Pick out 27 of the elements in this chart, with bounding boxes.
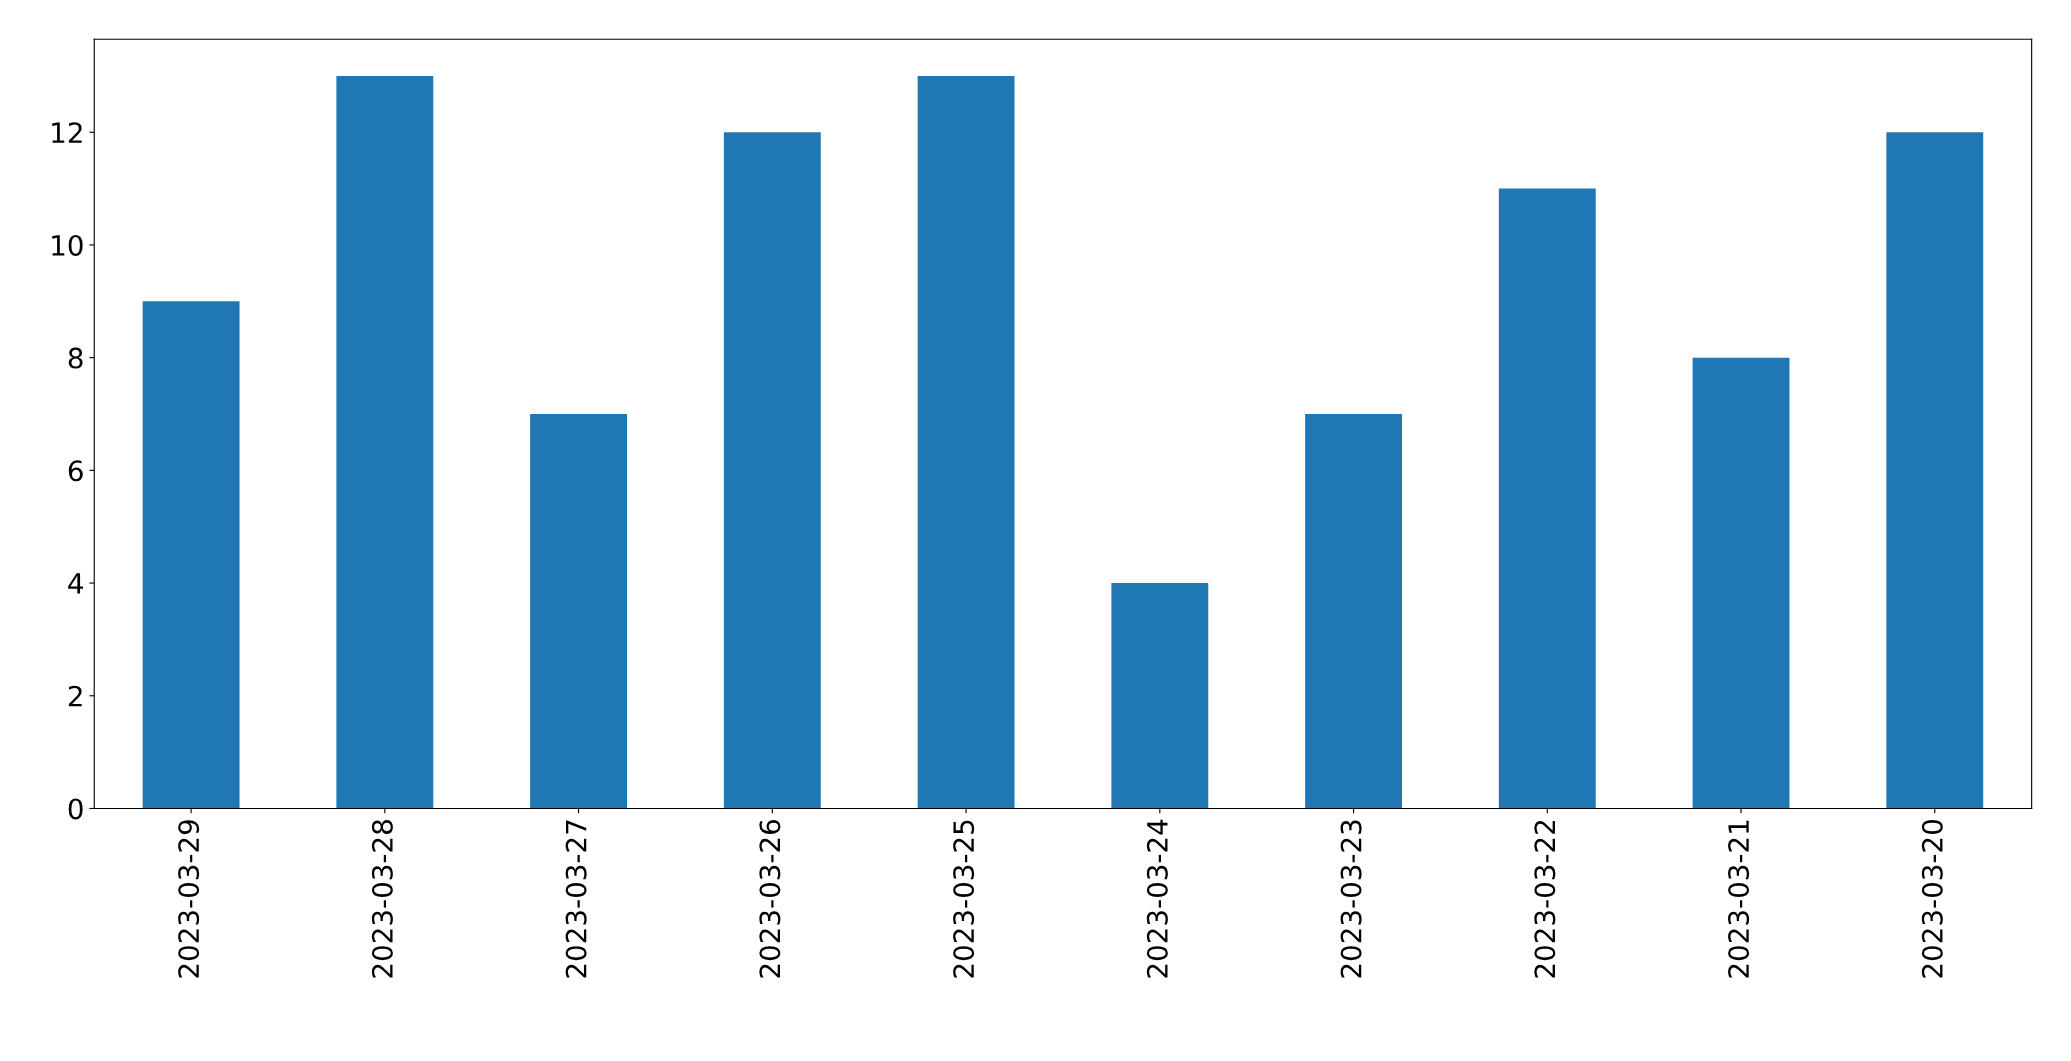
- bar: [1886, 132, 1984, 809]
- x-tick-label: 2023-03-26: [759, 819, 781, 978]
- bar: [1111, 583, 1209, 809]
- bar: [530, 414, 628, 809]
- y-tick-label: 0: [68, 798, 83, 820]
- bar: [723, 132, 821, 809]
- x-tick-label: 2023-03-25: [953, 820, 975, 978]
- y-tick-label: 2: [68, 685, 82, 707]
- y-tick-label: 10: [52, 234, 83, 256]
- x-tick-label: 2023-03-20: [1921, 820, 1943, 978]
- y-tick-label: 6: [68, 460, 83, 482]
- bar: [336, 75, 434, 809]
- bar: [142, 301, 240, 809]
- y-tick-label: 4: [68, 573, 83, 594]
- x-tick-label: 2023-03-22: [1534, 820, 1556, 978]
- x-tick-label: 2023-03-27: [565, 820, 587, 978]
- bar: [1305, 414, 1402, 809]
- x-tick-label: 2023-03-28: [371, 820, 393, 978]
- y-tick-label: 12: [52, 122, 82, 143]
- x-tick-label: 2023-03-21: [1728, 820, 1750, 978]
- x-tick-label: 2023-03-24: [1146, 819, 1168, 978]
- bar: [1692, 357, 1790, 809]
- bar: [1498, 188, 1596, 809]
- y-tick-label: 8: [68, 347, 83, 369]
- x-tick-label: 2023-03-23: [1340, 820, 1362, 978]
- bar: [917, 75, 1015, 809]
- x-tick-label: 2023-03-29: [178, 820, 200, 978]
